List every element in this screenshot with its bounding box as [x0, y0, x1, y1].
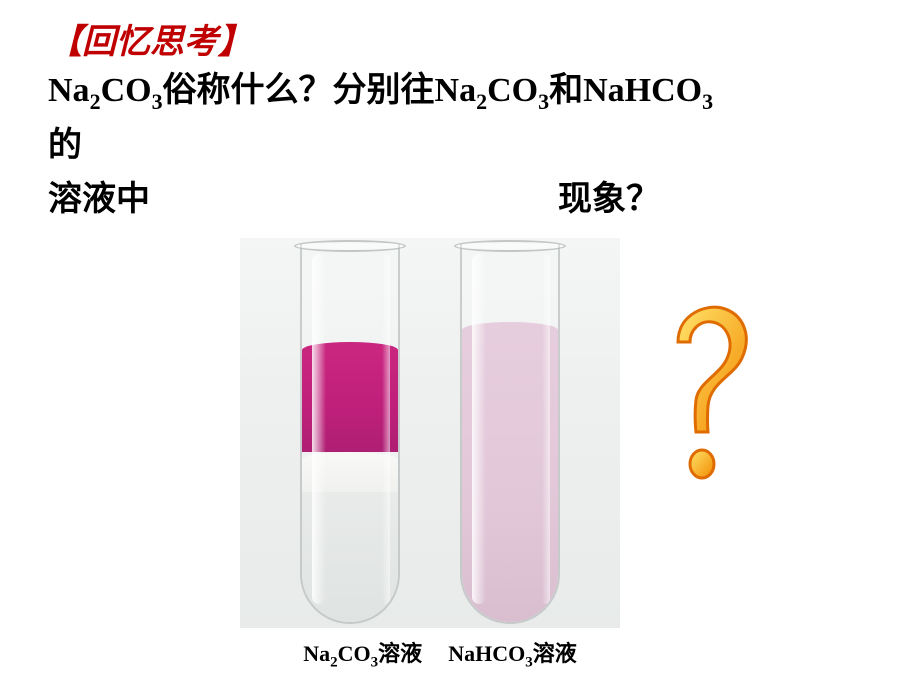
q-sub: 3 — [152, 89, 163, 114]
q-sub: 2 — [476, 89, 487, 114]
q-sub: 3 — [538, 89, 549, 114]
bracket-right: 】 — [218, 23, 252, 61]
lbl-sub: 2 — [330, 654, 338, 670]
tube-glass — [460, 244, 560, 624]
lbl-seg: CO — [338, 641, 371, 666]
lbl-seg: 溶液 — [533, 641, 577, 666]
glass-highlight — [382, 254, 390, 604]
label-left: Na2CO3溶液 — [303, 636, 422, 671]
q-seg: 俗称什么？分别往Na — [163, 72, 477, 109]
lbl-seg: 溶液 — [378, 641, 422, 666]
glass-highlight — [312, 254, 326, 604]
lbl-seg: NaHCO — [448, 641, 525, 666]
q-gap — [150, 181, 558, 218]
section-header: 【回忆思考】 — [48, 14, 252, 63]
tube-rim — [454, 240, 566, 252]
lbl-sub: 3 — [525, 654, 533, 670]
glass-highlight — [542, 254, 550, 604]
q-seg: CO — [101, 72, 152, 109]
q-sub: 2 — [90, 89, 101, 114]
q-seg: 和NaHCO — [549, 72, 702, 109]
q-seg: 的 — [48, 127, 82, 164]
q-seg: Na — [48, 72, 90, 109]
q-sub: 3 — [702, 89, 713, 114]
glass-highlight — [472, 254, 486, 604]
q-seg: 溶液中 — [48, 181, 150, 218]
tube-rim — [294, 240, 406, 252]
test-tube-left — [300, 244, 400, 624]
lbl-seg: Na — [303, 641, 330, 666]
test-tube-right — [460, 244, 560, 624]
label-right: NaHCO3溶液 — [448, 636, 577, 671]
header-text: 回忆思考 — [82, 23, 218, 61]
bracket-left: 【 — [48, 23, 82, 61]
photo-background — [240, 238, 620, 628]
q-seg: 现象？ — [558, 181, 660, 218]
experiment-image — [240, 238, 620, 628]
tube-labels: Na2CO3溶液 NaHCO3溶液 — [250, 636, 630, 671]
question-mark-icon — [660, 300, 760, 500]
q-seg: CO — [487, 72, 538, 109]
tube-glass — [300, 244, 400, 624]
question-text: Na2CO3俗称什么？分别往Na2CO3和NaHCO3 的 溶液中 现象？ — [48, 64, 878, 228]
